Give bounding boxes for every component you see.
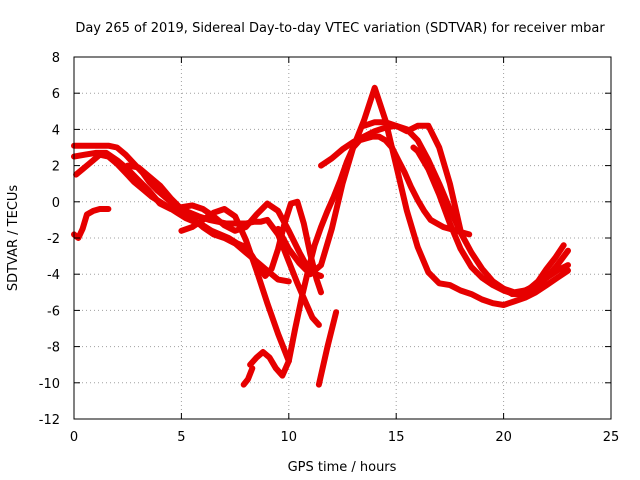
x-tick-label: 5 <box>177 430 185 445</box>
y-tick-label: 2 <box>52 160 60 175</box>
x-axis-label: GPS time / hours <box>288 460 397 475</box>
y-tick-label: 4 <box>52 123 60 138</box>
x-tick-label: 15 <box>388 430 405 445</box>
series-pass-g <box>275 84 571 308</box>
series-pass-i <box>361 119 464 234</box>
x-tick-label: 20 <box>495 430 512 445</box>
y-tick-label: -4 <box>47 268 60 283</box>
series-pass-m <box>315 309 340 388</box>
y-tick-label: -2 <box>47 232 60 247</box>
grid <box>74 57 611 419</box>
y-tick-label: -6 <box>47 304 60 319</box>
y-tick-label: 0 <box>52 196 60 211</box>
series-pass-e <box>178 206 292 365</box>
series-pass-n <box>240 365 256 388</box>
x-tick-label: 0 <box>70 430 78 445</box>
x-tick-label: 10 <box>281 430 298 445</box>
plot-series <box>71 84 571 388</box>
series-pass-k <box>483 242 567 298</box>
y-tick-label: 8 <box>52 51 60 66</box>
axis-ticks: 0 5 10 15 20 25 -12 -10 -8 -6 -4 -2 0 2 4 6 8 <box>39 51 620 445</box>
chart-title: Day 265 of 2019, Sidereal Day-to-day VTE… <box>75 21 605 36</box>
y-axis-label: SDTVAR / TECUs <box>6 185 21 292</box>
series-pass-l <box>71 206 112 241</box>
y-tick-label: -10 <box>39 377 60 392</box>
y-tick-label: -8 <box>47 341 60 356</box>
y-tick-label: 6 <box>52 87 60 102</box>
x-tick-label: 25 <box>603 430 620 445</box>
series-pass-d <box>124 162 292 285</box>
y-tick-label: -12 <box>39 413 60 428</box>
